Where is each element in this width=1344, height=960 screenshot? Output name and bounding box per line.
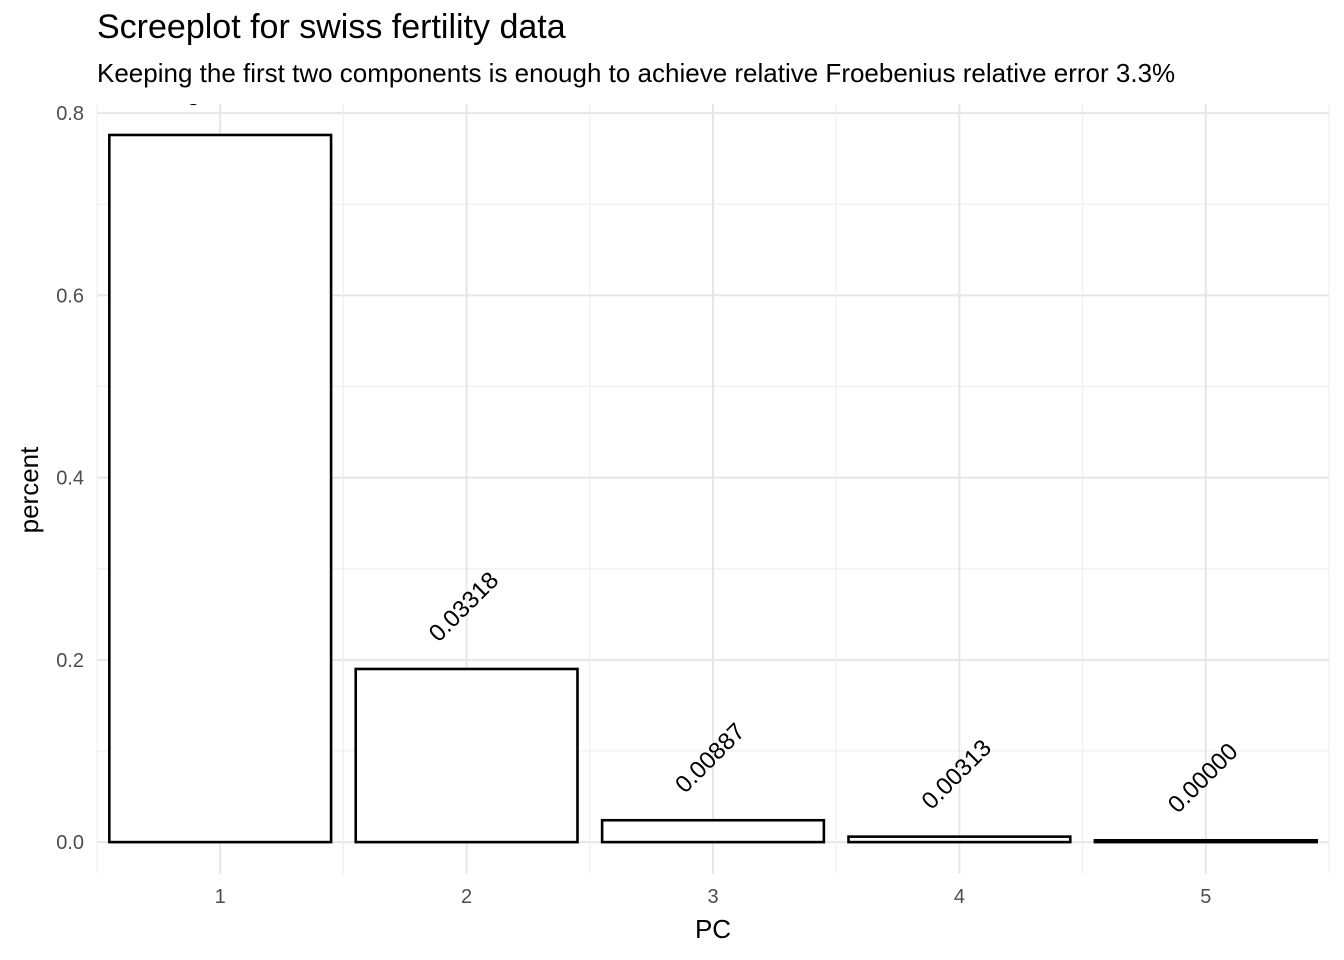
bar-labels: C 0.03318 0.00887 0.00313 0.00000 xyxy=(177,82,1243,819)
y-tick-label: 0.2 xyxy=(56,650,84,672)
x-tick-label: 1 xyxy=(215,886,226,908)
y-tick-label: 0.0 xyxy=(56,832,84,854)
bar xyxy=(600,818,826,844)
bar xyxy=(108,133,333,844)
bar xyxy=(354,667,579,844)
x-tick-label: 3 xyxy=(707,886,718,908)
y-tick-label: 0.4 xyxy=(56,468,84,490)
bars xyxy=(108,133,1318,844)
y-axis-ticks: 0.0 0.2 0.4 0.6 0.8 xyxy=(56,103,84,854)
y-axis-title: percent xyxy=(14,446,44,533)
bar xyxy=(1093,838,1318,844)
bar-value-label: 0.00000 xyxy=(1163,738,1243,818)
x-tick-label: 5 xyxy=(1200,886,1211,908)
x-axis-title: PC xyxy=(695,914,731,944)
y-tick-label: 0.8 xyxy=(56,103,84,125)
x-tick-label: 4 xyxy=(954,886,965,908)
bar xyxy=(847,835,1072,844)
bar-value-label: 0.00887 xyxy=(670,718,750,798)
y-tick-label: 0.6 xyxy=(56,285,84,307)
bar-value-label: 0.03318 xyxy=(424,567,504,647)
chart-title: Screeplot for swiss fertility data xyxy=(97,8,566,46)
x-axis-ticks: 1 2 3 4 5 xyxy=(215,886,1212,908)
bar-value-label: 0.00313 xyxy=(917,734,997,814)
bar-value-label: C xyxy=(177,82,208,113)
chart-subtitle: Keeping the first two components is enou… xyxy=(97,58,1176,88)
x-tick-label: 2 xyxy=(461,886,472,908)
